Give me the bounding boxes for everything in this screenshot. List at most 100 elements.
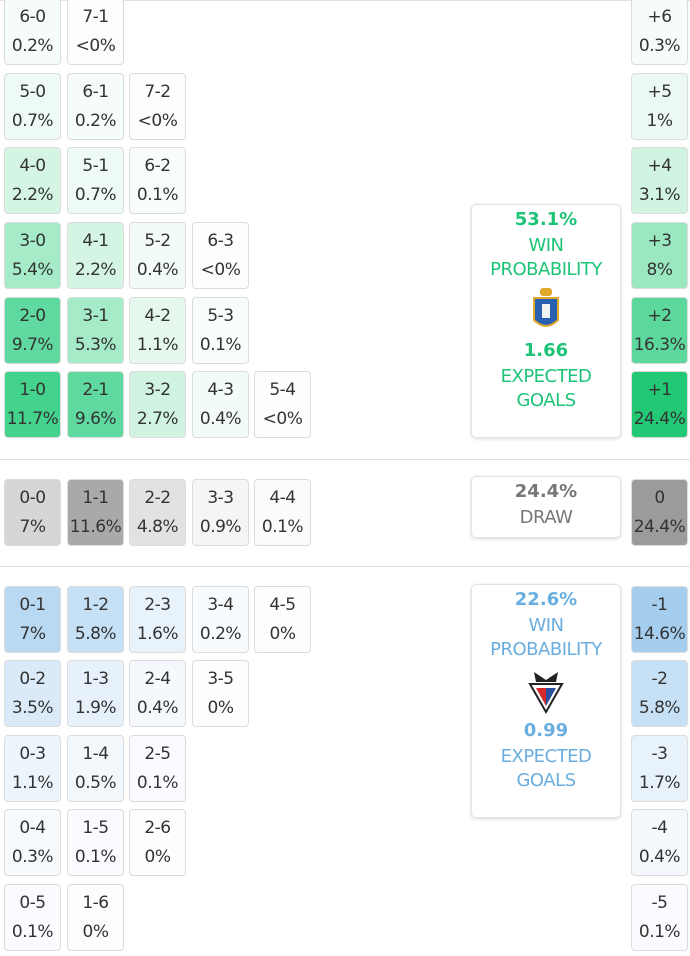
probability: 5.8% [74, 623, 117, 644]
score-cell: +4 3.1% [631, 147, 688, 214]
score-cell: 0-3 1.1% [4, 735, 61, 802]
probability: 1.1% [11, 772, 54, 793]
home-win-probability: 53.1% [514, 209, 578, 230]
score: 1-5 [82, 817, 109, 838]
probability: 0.4% [136, 697, 179, 718]
score: 0-4 [19, 817, 46, 838]
score-cell: 4-3 0.4% [192, 371, 249, 438]
probability: <0% [200, 259, 241, 280]
score-cell: 1-3 1.9% [67, 660, 124, 727]
score-cell: 1-0 11.7% [4, 371, 61, 438]
score-cell: 3-5 0% [192, 660, 249, 727]
score: 2-6 [144, 817, 171, 838]
probability: 0.3% [11, 846, 54, 867]
probability: <0% [262, 408, 303, 429]
score: 4-0 [19, 155, 46, 176]
score-cell: 4-0 2.2% [4, 147, 61, 214]
score: 7-1 [82, 6, 109, 27]
probability: 24.4% [633, 516, 686, 537]
probability: 0.3% [638, 35, 681, 56]
probability: 7% [19, 623, 46, 644]
score-cell: 3-3 0.9% [192, 479, 249, 546]
probability: 9.7% [11, 334, 54, 355]
score: 5-3 [207, 305, 234, 326]
score-cell: 0-2 3.5% [4, 660, 61, 727]
score-cell: 5-1 0.7% [67, 147, 124, 214]
score-cell: -4 0.4% [631, 809, 688, 876]
score-cell: -2 5.8% [631, 660, 688, 727]
score: 3-3 [207, 487, 234, 508]
score: -1 [651, 594, 668, 615]
probability: 0.4% [638, 846, 681, 867]
score: 0-5 [19, 892, 46, 913]
probability: 3.1% [638, 184, 681, 205]
score: 3-1 [82, 305, 109, 326]
score: 2-5 [144, 743, 171, 764]
score: 0-2 [19, 668, 46, 689]
score-cell: 4-1 2.2% [67, 222, 124, 289]
score: -2 [651, 668, 668, 689]
probability: 0.5% [74, 772, 117, 793]
score: 2-3 [144, 594, 171, 615]
probability: 2.2% [74, 259, 117, 280]
score: -3 [651, 743, 668, 764]
probability: 0.1% [261, 516, 304, 537]
score-cell: 5-2 0.4% [129, 222, 186, 289]
score-cell: 3-1 5.3% [67, 297, 124, 364]
home-summary: 53.1% WIN PROBABILITY 1.66 EXPECTED GOAL… [471, 204, 621, 438]
score: 2-4 [144, 668, 171, 689]
score: 1-6 [82, 892, 109, 913]
score-cell: 0-4 0.3% [4, 809, 61, 876]
score-cell: 5-3 0.1% [192, 297, 249, 364]
top-border [0, 0, 690, 1]
probability: 0.7% [74, 184, 117, 205]
probability: 5.3% [74, 334, 117, 355]
score-cell: -1 14.6% [631, 586, 688, 653]
probability: 4.8% [136, 516, 179, 537]
score: 5-4 [269, 379, 296, 400]
score-cell: +5 1% [631, 73, 688, 140]
score-cell: +3 8% [631, 222, 688, 289]
probability: 1% [646, 110, 673, 131]
probability: <0% [75, 35, 116, 56]
score-cell: 2-1 9.6% [67, 371, 124, 438]
probability: 2.2% [11, 184, 54, 205]
score-cell: 4-5 0% [254, 586, 311, 653]
home-crest [533, 288, 559, 327]
score-cell: 2-0 9.7% [4, 297, 61, 364]
score: 1-0 [19, 379, 46, 400]
score-cell: 2-4 0.4% [129, 660, 186, 727]
probability: 11.6% [69, 516, 122, 537]
score-cell: 1-1 11.6% [67, 479, 124, 546]
score: 0-0 [19, 487, 46, 508]
home-expected-goals: 1.66 [523, 340, 569, 361]
score: 6-3 [207, 230, 234, 251]
score: 6-2 [144, 155, 171, 176]
probability: 1.7% [638, 772, 681, 793]
probability: 8% [646, 259, 673, 280]
score: +2 [647, 305, 672, 326]
score: 1-4 [82, 743, 109, 764]
score-cell: 1-2 5.8% [67, 586, 124, 653]
score-cell: 2-2 4.8% [129, 479, 186, 546]
score-cell: 1-5 0.1% [67, 809, 124, 876]
score-cell: 0 24.4% [631, 479, 688, 546]
probability: 2.7% [136, 408, 179, 429]
separator [0, 459, 690, 460]
score-cell: 3-2 2.7% [129, 371, 186, 438]
score-cell: 0-5 0.1% [4, 884, 61, 951]
probability: 5.8% [638, 697, 681, 718]
score-cell: +1 24.4% [631, 371, 688, 438]
score: +3 [647, 230, 672, 251]
probability: 0% [82, 921, 109, 942]
score-cell: 6-3 <0% [192, 222, 249, 289]
score: 1-3 [82, 668, 109, 689]
away-crest [528, 672, 564, 714]
score: +1 [647, 379, 672, 400]
score: 2-0 [19, 305, 46, 326]
score-cell: 1-4 0.5% [67, 735, 124, 802]
score-cell: 5-4 <0% [254, 371, 311, 438]
probability: <0% [137, 110, 178, 131]
score-cell: +2 16.3% [631, 297, 688, 364]
score-cell: +6 0.3% [631, 0, 688, 65]
